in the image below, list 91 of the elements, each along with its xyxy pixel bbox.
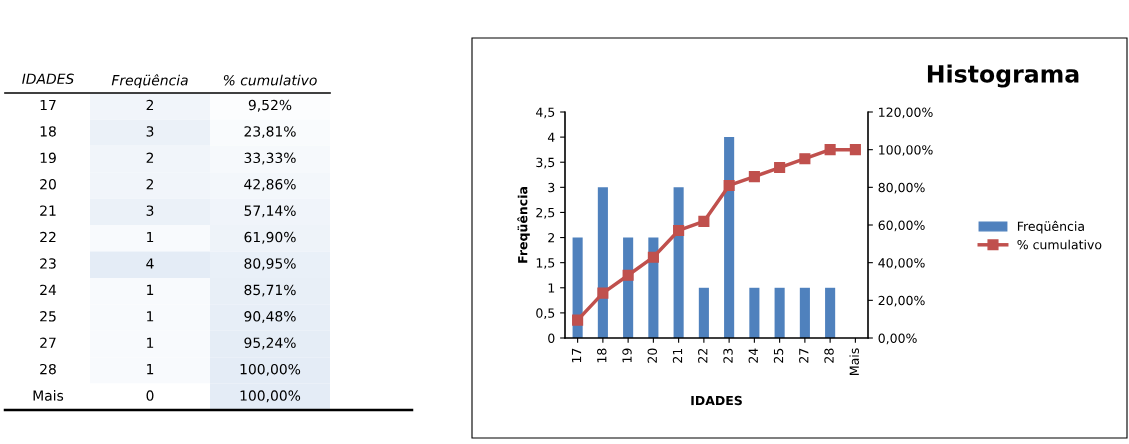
- data-label: 0: [146, 390, 154, 401]
- data-label: 1: [147, 311, 154, 322]
- data-label: 100,00%: [240, 363, 301, 376]
- y-tick-label: 1: [548, 283, 555, 293]
- y-tick-label: 22: [40, 231, 56, 243]
- x-tick-label: 21: [672, 348, 683, 363]
- y-tick-label: 20: [40, 178, 56, 190]
- data-label: 80,95%: [244, 258, 296, 271]
- data-label: 61,90%: [244, 231, 296, 244]
- data-label: 95,24%: [244, 337, 296, 350]
- y-tick-label: 3: [548, 182, 555, 193]
- data-label: 33,33%: [244, 152, 296, 165]
- bar: [799, 287, 810, 338]
- y-tick-label: Mais: [33, 390, 64, 401]
- y2-tick-label: 20,00%: [878, 295, 925, 307]
- data-label: 2: [146, 99, 154, 111]
- y-tick-label: 19: [40, 152, 56, 164]
- data-label: 85,71%: [244, 284, 296, 297]
- legend-label: % cumulativo: [1017, 239, 1102, 250]
- bar: [724, 137, 735, 338]
- point: [774, 162, 786, 174]
- x-tick-label: 23: [723, 348, 733, 363]
- data-label: 1: [147, 284, 154, 295]
- y-tick-label: 24: [40, 284, 57, 295]
- data-label: 3: [146, 205, 154, 216]
- x-tick-label: 20: [647, 348, 657, 363]
- y-tick-label: 2: [548, 233, 555, 243]
- x-tick-label: 18: [597, 348, 607, 363]
- y-tick-label: 0,5: [536, 308, 555, 320]
- y2-tick-label: 0,00%: [878, 333, 917, 345]
- point: [622, 269, 634, 281]
- point: [673, 224, 685, 237]
- x-tick-label: Mais: [849, 348, 859, 375]
- data-label: 2: [146, 152, 154, 163]
- point: [572, 314, 584, 326]
- data-label: 1: [147, 364, 154, 375]
- bar: [597, 187, 608, 338]
- y-tick-label: 28: [40, 363, 56, 375]
- text: Histograma: [927, 64, 1079, 88]
- data-label: 100,00%: [240, 390, 301, 403]
- y-axis-title: IDADES: [22, 73, 74, 85]
- point: [723, 179, 735, 192]
- x-axis-title: IDADES: [691, 395, 742, 406]
- point: [647, 251, 659, 263]
- point: [824, 144, 836, 156]
- y-tick-label: 4: [547, 132, 555, 142]
- y-tick-label: 1,5: [536, 258, 555, 269]
- data-label: 1: [147, 232, 154, 243]
- point: [799, 153, 811, 165]
- x-tick-label: 28: [824, 348, 834, 363]
- data-label: 42,86%: [244, 178, 296, 191]
- y-tick-label: 3,5: [536, 157, 555, 169]
- y-tick-label: 27: [40, 337, 56, 348]
- x-tick-label: 25: [773, 348, 784, 363]
- y2-tick-label: 80,00%: [878, 182, 925, 194]
- point: [698, 215, 710, 227]
- data-label: 57,14%: [244, 205, 296, 218]
- x-tick-label: 27: [799, 348, 809, 363]
- data-label: 23,81%: [244, 126, 296, 139]
- y-tick-label: 4,5: [536, 107, 555, 119]
- bar: [673, 187, 684, 338]
- point: [849, 144, 861, 156]
- y-tick-label: 2,5: [536, 207, 555, 219]
- x-tick-label: 17: [571, 348, 582, 363]
- legend-label: Freqüência: [1017, 220, 1084, 234]
- y-tick-label: 0: [548, 333, 555, 343]
- y2-tick-label: 120,00%: [879, 107, 933, 119]
- y-tick-label: 23: [40, 258, 56, 269]
- x-tick-label: 24: [748, 348, 758, 363]
- x-tick-label: 19: [622, 348, 632, 363]
- data-label: 2: [146, 178, 154, 190]
- data-label: 4: [146, 258, 154, 269]
- bar: [825, 287, 836, 338]
- bar: [698, 287, 709, 338]
- data-label: 9,52%: [248, 99, 292, 112]
- bar: [749, 287, 760, 338]
- data-label: 90,48%: [244, 311, 296, 323]
- x-tick-label: 22: [698, 348, 708, 363]
- y-tick-label: 17: [40, 99, 56, 111]
- y-tick-label: 18: [40, 126, 56, 137]
- data-label: 1: [147, 337, 154, 348]
- y2-tick-label: 60,00%: [878, 220, 925, 232]
- data-label: 3: [146, 126, 154, 137]
- y-tick-label: 25: [40, 311, 56, 322]
- y-tick-label: 21: [40, 205, 56, 216]
- y2-tick-label: 100,00%: [879, 145, 933, 156]
- y2-tick-label: 40,00%: [878, 258, 925, 269]
- point: [748, 171, 760, 183]
- point: [597, 287, 609, 299]
- y-axis-title: Freqüência: [517, 187, 530, 263]
- bar: [774, 287, 785, 338]
